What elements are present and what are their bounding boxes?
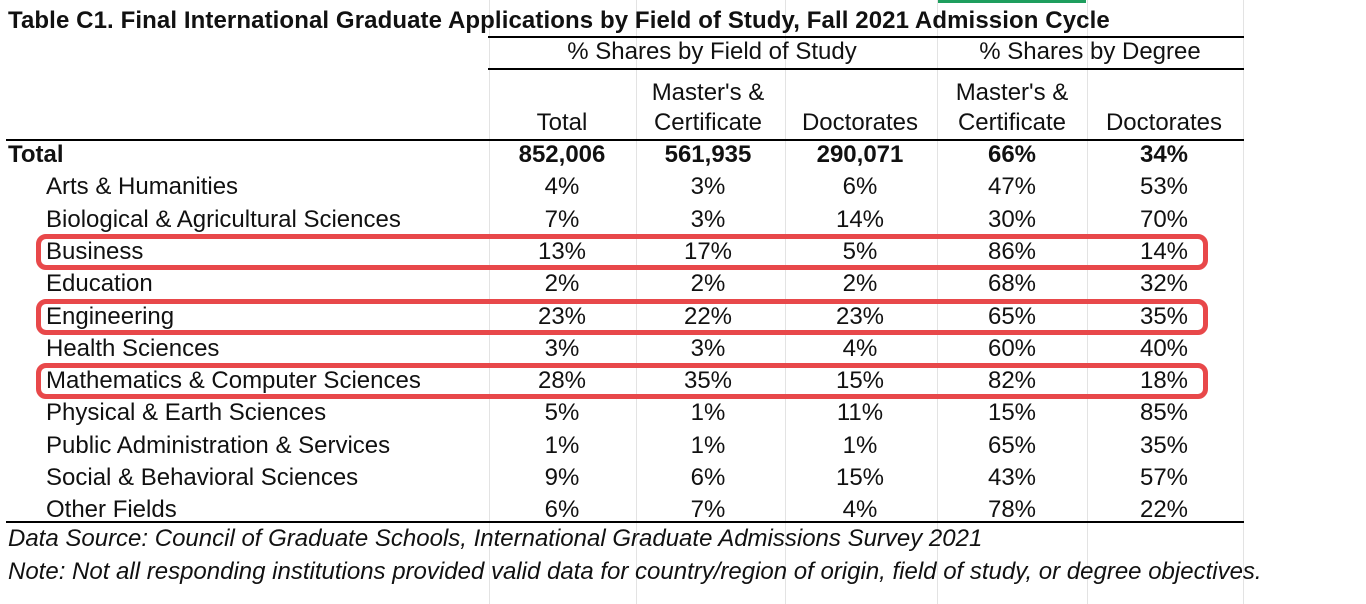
table-cell: 1%	[690, 399, 726, 427]
table-cell: 57%	[1139, 464, 1189, 491]
table-cell: 13%	[537, 237, 587, 265]
table-cell: 40%	[1139, 334, 1189, 362]
header-rule	[6, 139, 1244, 141]
table-cell: 65%	[987, 431, 1037, 459]
selected-column-indicator	[938, 0, 1086, 3]
column-header-1-line2: Total	[536, 109, 588, 136]
table-cell: 14%	[835, 205, 885, 233]
table-cell: 32%	[1139, 270, 1189, 298]
table-cell: 3%	[690, 205, 726, 233]
row-label: Arts & Humanities	[46, 173, 239, 201]
footnote: Note: Not all responding institutions pr…	[8, 558, 1262, 585]
table-cell: 65%	[987, 302, 1037, 330]
table-cell: 47%	[987, 173, 1037, 201]
table-cell: 3%	[690, 173, 726, 201]
row-label: Health Sciences	[46, 334, 220, 362]
table-cell: 7%	[544, 205, 580, 233]
table-cell: 2%	[842, 270, 878, 298]
row-label: Engineering	[46, 302, 175, 330]
row-label: Business	[46, 237, 144, 265]
total-cell: 66%	[987, 141, 1037, 168]
row-label: Education	[46, 270, 153, 298]
table-cell: 7%	[690, 496, 726, 524]
table-cell: 86%	[987, 237, 1037, 265]
title-underline	[488, 36, 1244, 38]
table-cell: 11%	[836, 399, 884, 427]
highlight-box-engineering	[36, 298, 1208, 335]
total-cell: 34%	[1139, 141, 1189, 168]
table-cell: 23%	[537, 302, 587, 330]
table-cell: 78%	[987, 496, 1037, 524]
table-cell: 53%	[1139, 173, 1189, 201]
column-header-5-line2: Doctorates	[1105, 109, 1223, 136]
table-cell: 85%	[1139, 399, 1189, 427]
table-title: Table C1. Final International Graduate A…	[8, 7, 1110, 34]
table-cell: 15%	[987, 399, 1037, 427]
row-label: Physical & Earth Sciences	[46, 399, 327, 427]
table-cell: 28%	[537, 367, 587, 395]
row-label: Public Administration & Services	[46, 431, 391, 459]
table-cell: 1%	[544, 431, 580, 459]
row-label: Mathematics & Computer Sciences	[46, 367, 421, 395]
table-cell: 18%	[1139, 367, 1189, 395]
table-cell: 1%	[842, 431, 878, 459]
table-cell: 4%	[842, 496, 878, 524]
table-cell: 23%	[835, 302, 885, 330]
table-cell: 2%	[690, 270, 726, 298]
table-cell: 6%	[544, 496, 580, 524]
table-cell: 6%	[690, 464, 726, 491]
table-cell: 3%	[544, 334, 580, 362]
column-header-3-line2: Doctorates	[801, 109, 919, 136]
table-bottom-rule	[6, 521, 1244, 523]
row-label: Social & Behavioral Sciences	[46, 464, 359, 491]
table-cell: 9%	[544, 464, 580, 491]
table-cell: 4%	[842, 334, 878, 362]
table-cell: 1%	[690, 431, 726, 459]
table-cell: 68%	[987, 270, 1037, 298]
group-header-underline	[488, 68, 1244, 70]
table-cell: 15%	[835, 367, 885, 395]
table-cell: 17%	[683, 237, 733, 265]
column-header-4-line1: Master's &	[955, 79, 1069, 106]
gridline	[1243, 0, 1244, 604]
total-cell: 561,935	[664, 141, 752, 168]
table-cell: 22%	[683, 302, 733, 330]
table-cell: 15%	[835, 464, 885, 491]
data-source-note: Data Source: Council of Graduate Schools…	[8, 525, 983, 552]
column-header-2-line2: Certificate	[653, 109, 763, 136]
highlight-box-business	[36, 233, 1208, 271]
table-cell: 14%	[1139, 237, 1189, 265]
table-cell: 35%	[1139, 431, 1189, 459]
column-header-4-line2: Certificate	[957, 109, 1067, 136]
table-cell: 43%	[987, 464, 1037, 491]
table-cell: 5%	[544, 399, 580, 427]
table-cell: 82%	[987, 367, 1037, 395]
table-cell: 35%	[683, 367, 733, 395]
table-cell: 5%	[842, 237, 878, 265]
table-cell: 60%	[987, 334, 1037, 362]
table-cell: 4%	[544, 173, 580, 201]
table-cell: 70%	[1139, 205, 1189, 233]
total-cell: 290,071	[816, 141, 904, 168]
table-cell: 3%	[690, 334, 726, 362]
group-header-field: % Shares by Field of Study	[567, 38, 857, 65]
total-row-label: Total	[8, 141, 64, 168]
table-cell: 2%	[544, 270, 580, 298]
table-cell: 22%	[1139, 496, 1189, 524]
column-header-2-line1: Master's &	[651, 79, 765, 106]
table-cell: 35%	[1139, 302, 1189, 330]
row-label: Other Fields	[46, 496, 177, 524]
total-cell: 852,006	[518, 141, 606, 168]
table-cell: 30%	[987, 205, 1037, 233]
highlight-box-mathematics-computer-sciences	[36, 363, 1208, 400]
table-cell: 6%	[842, 173, 878, 201]
row-label: Biological & Agricultural Sciences	[46, 205, 401, 233]
group-header-degree: % Shares by Degree	[979, 38, 1201, 65]
